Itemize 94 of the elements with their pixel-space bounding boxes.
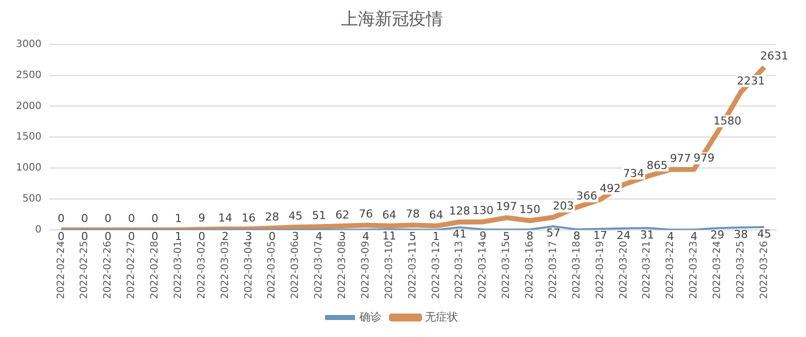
data-label: 41 [452,228,467,241]
data-label: 4 [362,230,370,243]
x-tick-label: 2022-03-22 [665,240,676,300]
legend-label: 确诊 [358,310,382,324]
data-label: 2231 [736,74,765,88]
data-label: 203 [552,200,574,213]
data-label: 24 [616,228,631,242]
x-tick-label: 2022-03-24 [712,240,723,300]
x-tick-label: 2022-02-28 [150,240,161,300]
x-tick-label: 2022-03-23 [688,240,700,300]
data-label: 0 [128,212,135,226]
y-tick-label: 500 [22,194,42,205]
data-label: 5 [502,230,510,243]
data-label: 78 [406,207,420,220]
data-label: 64 [429,208,444,222]
data-label: 4 [690,230,698,243]
data-label: 76 [358,208,373,221]
x-tick-label: 2022-03-19 [594,240,606,300]
data-label: 16 [242,211,256,224]
data-label: 29 [710,228,724,242]
x-tick-label: 2022-03-25 [735,240,746,300]
data-label: 0 [151,212,158,226]
data-label: 62 [335,208,350,222]
x-tick-label: 2022-03-11 [407,240,418,300]
data-label: 64 [382,208,396,222]
x-tick-label: 2022-03-03 [220,240,231,300]
y-tick-label: 3000 [16,38,42,50]
y-tick-label: 1500 [16,132,42,143]
data-label: 865 [646,158,668,172]
x-tick-label: 2022-03-01 [172,240,184,300]
x-tick-label: 2022-03-17 [548,240,559,300]
data-label: 0 [128,230,135,244]
data-label: 977 [670,152,692,165]
data-label: 31 [640,228,654,242]
data-label: 4 [315,230,322,243]
data-label: 11 [382,230,396,243]
legend-label: 无症状 [425,310,458,324]
x-tick-label: 2022-03-07 [314,240,325,300]
x-tick-label: 2022-03-02 [196,240,208,300]
data-label: 1 [174,212,182,226]
data-label: 38 [734,228,748,241]
data-label: 51 [312,209,326,222]
x-tick-label: 2022-03-15 [501,240,512,300]
data-label: 130 [472,204,494,218]
data-label: 0 [104,212,112,226]
x-tick-label: 2022-03-20 [618,240,630,300]
data-label: 45 [757,227,772,240]
data-label: 5 [409,230,416,243]
data-label: 0 [81,212,88,226]
x-tick-label: 2022-02-26 [102,240,114,300]
data-label: 150 [519,202,540,216]
data-label: 28 [265,210,280,224]
x-tick-label: 2022-03-14 [478,240,489,300]
data-label: 0 [58,212,65,226]
data-label: 45 [288,209,303,222]
data-label: 4 [667,230,674,243]
data-label: 1 [432,230,440,244]
data-label: 734 [623,166,644,180]
data-label: 492 [600,182,621,195]
x-tick-label: 2022-03-26 [758,240,770,300]
x-tick-label: 2022-03-12 [430,240,442,300]
data-label: 197 [496,200,517,214]
y-tick-label: 0 [35,224,42,236]
data-label: 128 [449,204,470,218]
x-tick-label: 2022-03-18 [571,240,582,300]
data-label: 17 [593,229,608,242]
x-tick-label: 2022-03-06 [290,240,302,300]
data-label: 366 [576,190,598,203]
y-tick-label: 2000 [16,100,42,112]
x-tick-label: 2022-03-16 [524,240,536,300]
x-tick-label: 2022-03-05 [266,240,278,300]
chart-title: 上海新冠疫情 [341,10,443,30]
x-tick-label: 2022-03-21 [642,240,653,300]
data-label: 1 [174,230,182,244]
y-tick-label: 2500 [16,70,42,81]
data-label: 8 [573,230,580,243]
x-tick-label: 2022-03-13 [454,240,466,300]
data-label: 14 [218,211,232,224]
x-tick-label: 2022-02-27 [126,240,138,300]
x-tick-label: 2022-02-24 [56,240,67,300]
x-tick-label: 2022-03-09 [360,240,372,300]
x-tick-label: 2022-02-25 [79,240,90,300]
data-label: 8 [526,230,534,243]
data-label: 9 [480,230,487,243]
x-tick-label: 2022-03-08 [337,240,348,300]
data-label: 9 [198,212,206,225]
data-label: 0 [198,230,206,244]
x-tick-label: 2022-03-04 [243,240,254,300]
data-label: 57 [546,226,560,240]
data-label: 2631 [760,50,788,63]
data-label: 979 [693,152,714,165]
y-tick-label: 1000 [16,162,42,174]
data-label: 1580 [713,114,742,128]
x-tick-label: 2022-03-10 [384,240,395,300]
